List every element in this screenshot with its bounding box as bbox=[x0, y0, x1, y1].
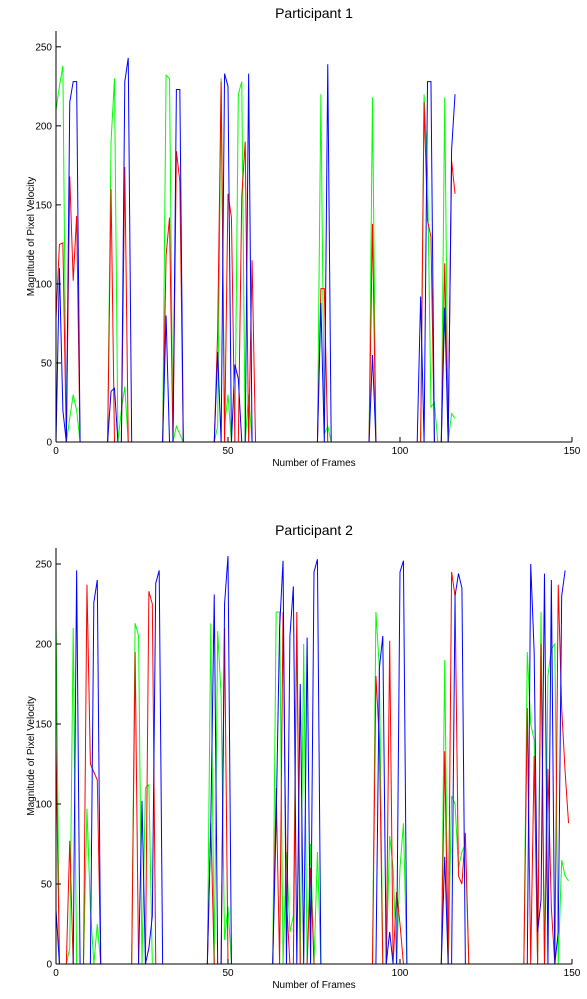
y-tick-label: 250 bbox=[35, 560, 52, 571]
y-axis-label: Magnitude of Pixel Velocity bbox=[26, 177, 37, 297]
y-axis-label: Magnitude of Pixel Velocity bbox=[26, 696, 37, 816]
y-tick-label: 250 bbox=[35, 42, 52, 53]
y-tick-label: 150 bbox=[35, 200, 52, 211]
series-group bbox=[56, 57, 456, 442]
x-tick-label: 0 bbox=[53, 446, 59, 457]
chart-title: Participant 2 bbox=[275, 522, 353, 538]
y-tick-label: 150 bbox=[35, 720, 52, 731]
series-line-1 bbox=[56, 65, 456, 442]
series-line-2 bbox=[56, 81, 456, 442]
series-line-2 bbox=[56, 571, 570, 964]
y-tick-label: 0 bbox=[46, 960, 52, 971]
chart-title: Participant 1 bbox=[275, 5, 353, 21]
x-axis-label: Number of Frames bbox=[272, 980, 355, 991]
y-tick-label: 50 bbox=[41, 358, 53, 369]
y-tick-label: 200 bbox=[35, 121, 52, 132]
x-tick-label: 50 bbox=[222, 446, 234, 457]
x-tick-label: 100 bbox=[392, 968, 409, 979]
y-tick-label: 200 bbox=[35, 640, 52, 651]
chart-participant-2: 0 50 100 150 0 50 100 150 200 250 Participant 2 Num… bbox=[26, 522, 581, 991]
chart-participant-1: 0 50 100 150 0 50 100 150 200 250 Participant 1 Num… bbox=[26, 5, 581, 469]
x-tick-label: 150 bbox=[564, 446, 581, 457]
y-tick-label: 0 bbox=[46, 438, 52, 449]
x-tick-label: 100 bbox=[392, 446, 409, 457]
x-tick-label: 50 bbox=[222, 968, 234, 979]
x-tick-label: 0 bbox=[53, 968, 59, 979]
y-tick-label: 50 bbox=[41, 880, 53, 891]
series-line-3 bbox=[56, 555, 566, 964]
x-axis-label: Number of Frames bbox=[272, 458, 355, 469]
series-line-3 bbox=[56, 57, 456, 442]
x-tick-label: 150 bbox=[564, 968, 581, 979]
y-tick-label: 100 bbox=[35, 279, 52, 290]
y-tick-label: 100 bbox=[35, 800, 52, 811]
series-group bbox=[56, 555, 570, 964]
